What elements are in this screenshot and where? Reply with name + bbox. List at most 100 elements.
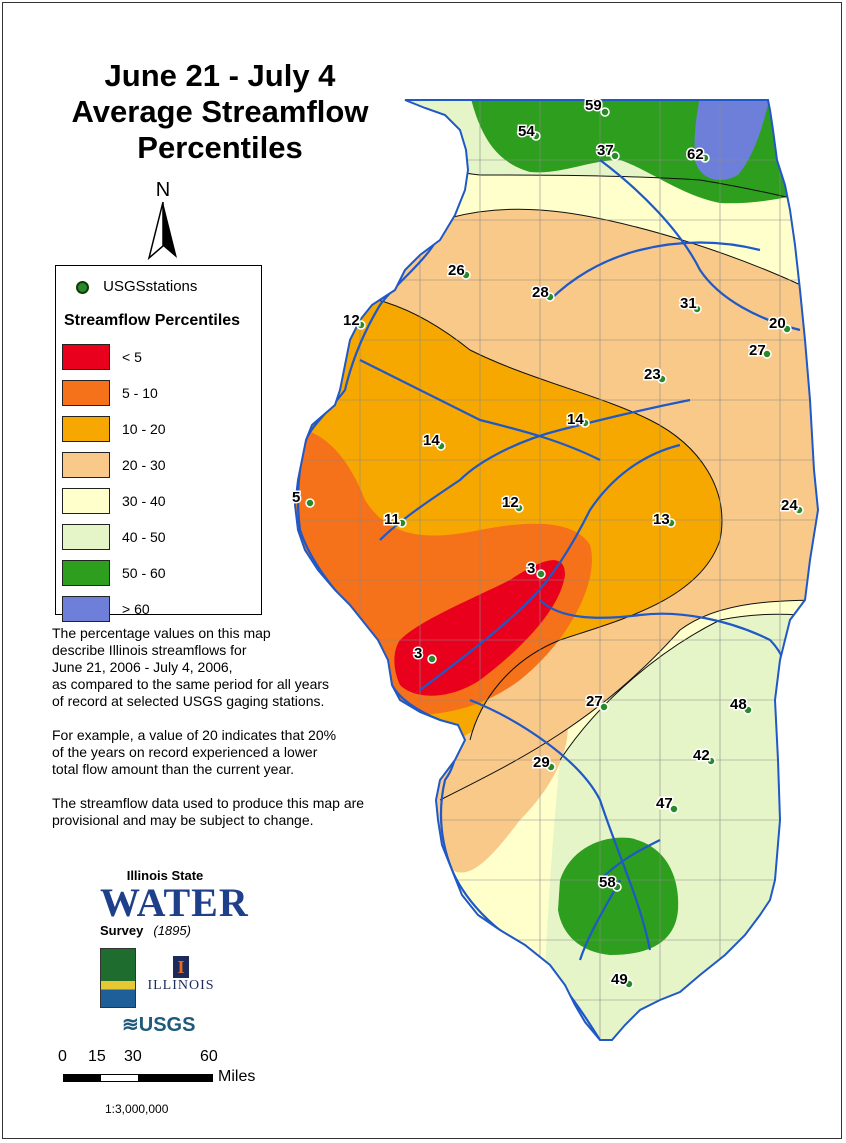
description-line: June 21, 2006 - July 4, 2006, xyxy=(52,659,233,675)
title-line-3: Percentiles xyxy=(137,130,303,165)
station-marker xyxy=(782,324,792,334)
legend-swatch xyxy=(62,380,110,406)
station-value-label: 62 xyxy=(687,146,704,163)
station-value-label: 26 xyxy=(448,262,465,279)
isws-line-3: Survey (1895) xyxy=(100,923,230,938)
station-value-label: 24 xyxy=(781,497,798,514)
station-marker-icon xyxy=(76,280,89,294)
idnr-logo-icon xyxy=(100,948,136,1008)
station-marker xyxy=(514,503,524,513)
station-value-label: 29 xyxy=(533,754,550,771)
legend-swatch xyxy=(62,344,110,370)
description-line: The percentage values on this map xyxy=(52,625,271,641)
scale-tick-label: 60 xyxy=(200,1048,218,1065)
station-marker xyxy=(546,762,556,772)
title-line-2: Average Streamflow xyxy=(71,94,369,129)
station-marker xyxy=(580,418,590,428)
station-marker xyxy=(545,292,555,302)
illinois-wordmark: ILLINOIS xyxy=(147,978,215,993)
description-line: total flow amount than the current year. xyxy=(52,761,295,777)
station-value-label: 3 xyxy=(527,560,535,577)
station-marker xyxy=(599,702,609,712)
scale-tick-label: 0 xyxy=(58,1048,67,1065)
map-description: The percentage values on this map descri… xyxy=(52,625,422,846)
legend-station-label: USGSstations xyxy=(103,278,198,295)
station-value-label: 47 xyxy=(656,795,673,812)
station-marker xyxy=(666,518,676,528)
legend-class-label: > 60 xyxy=(122,601,150,617)
title-line-1: June 21 - July 4 xyxy=(104,58,336,93)
station-marker xyxy=(436,441,446,451)
station-marker xyxy=(461,270,471,280)
scale-ratio: 1:3,000,000 xyxy=(105,1102,169,1116)
station-marker xyxy=(536,569,546,579)
legend-swatch xyxy=(62,524,110,550)
station-marker xyxy=(706,756,716,766)
usgs-logo: ≋USGS xyxy=(122,1014,196,1036)
isws-water: WATER xyxy=(100,880,249,925)
description-paragraph-3: The streamflow data used to produce this… xyxy=(52,795,422,829)
legend: USGSstations Streamflow Percentiles < 5 … xyxy=(55,265,262,622)
scale-bar xyxy=(63,1074,213,1082)
legend-class-row: 5 - 10 xyxy=(62,375,166,411)
legend-station-row: USGSstations xyxy=(76,278,197,295)
description-line: as compared to the same period for all y… xyxy=(52,676,330,692)
legend-class-label: 10 - 20 xyxy=(122,421,166,437)
description-paragraph-2: For example, a value of 20 indicates tha… xyxy=(52,727,422,778)
station-marker xyxy=(356,320,366,330)
legend-swatch xyxy=(62,488,110,514)
map-title: June 21 - July 4 Average Streamflow Perc… xyxy=(40,58,400,166)
station-value-label: 54 xyxy=(518,123,535,140)
station-value-label: 28 xyxy=(532,284,549,301)
station-value-label: 42 xyxy=(693,747,710,764)
description-line: describe Illinois streamflows for xyxy=(52,642,247,658)
legend-class-label: 20 - 30 xyxy=(122,457,166,473)
university-of-illinois-logo: I ILLINOIS xyxy=(146,956,216,994)
isws-line-1: Illinois State xyxy=(126,868,204,883)
station-marker xyxy=(700,153,710,163)
legend-swatch xyxy=(62,416,110,442)
legend-heading: Streamflow Percentiles xyxy=(64,312,241,329)
legend-class-row: 40 - 50 xyxy=(62,519,166,555)
station-marker xyxy=(762,349,772,359)
station-value-label: 31 xyxy=(680,295,697,312)
station-value-label: 14 xyxy=(567,411,584,428)
legend-class-row: 20 - 30 xyxy=(62,447,166,483)
station-layer: 59 54 37 62 26 28 31 20 12 27 23 14 14 5 11 12 13 24 3 3 27 4… xyxy=(291,96,804,990)
legend-class-label: 30 - 40 xyxy=(122,493,166,509)
isws-survey: Survey xyxy=(100,923,144,938)
isws-logo: Illinois State WATER Survey (1895) xyxy=(100,868,249,938)
station-marker xyxy=(600,107,610,117)
station-value-label: 3 xyxy=(414,645,422,662)
description-paragraph-1: The percentage values on this map descri… xyxy=(52,625,422,710)
station-value-label: 5 xyxy=(292,489,300,506)
station-marker xyxy=(794,505,804,515)
north-arrow: N xyxy=(138,180,188,265)
station-value-label: 27 xyxy=(749,342,766,359)
legend-swatch xyxy=(62,452,110,478)
description-line: of record at selected USGS gaging statio… xyxy=(52,693,325,709)
station-value-label: 48 xyxy=(730,696,747,713)
station-marker xyxy=(531,131,541,141)
station-value-label: 27 xyxy=(586,693,603,710)
legend-class-label: 40 - 50 xyxy=(122,529,166,545)
station-value-label: 20 xyxy=(769,315,786,332)
legend-class-row: 10 - 20 xyxy=(62,411,166,447)
legend-class-label: 50 - 60 xyxy=(122,565,166,581)
station-value-label: 58 xyxy=(599,874,616,891)
north-letter: N xyxy=(155,179,171,201)
station-marker xyxy=(669,804,679,814)
station-marker xyxy=(743,705,753,715)
illinois-block-i-icon: I xyxy=(173,956,189,978)
legend-class-row: > 60 xyxy=(62,591,166,627)
station-marker xyxy=(612,882,622,892)
station-value-label: 13 xyxy=(653,511,670,528)
station-marker xyxy=(305,498,315,508)
station-value-label: 12 xyxy=(343,312,360,329)
legend-class-row: 30 - 40 xyxy=(62,483,166,519)
scale-tick-label: 15 xyxy=(88,1048,106,1065)
station-value-label: 23 xyxy=(644,366,661,383)
station-value-label: 14 xyxy=(423,432,440,449)
